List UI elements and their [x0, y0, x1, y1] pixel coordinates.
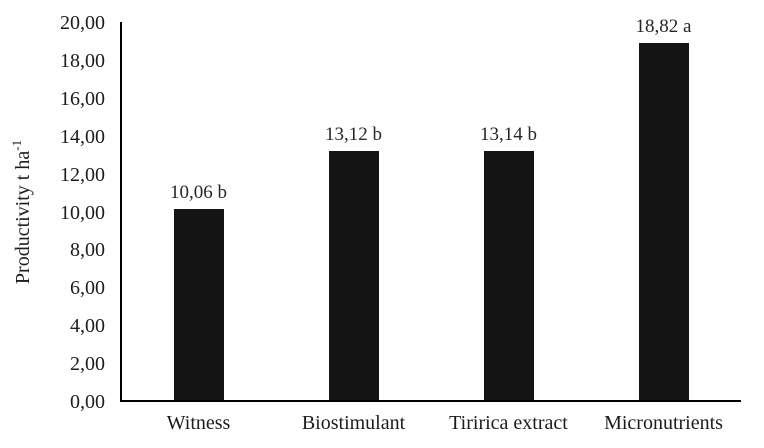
- x-category-label: Biostimulant: [301, 412, 406, 434]
- y-tick-label: 4,00: [70, 315, 105, 338]
- y-tick-label: 14,00: [60, 125, 105, 148]
- y-axis-line: [120, 22, 122, 402]
- x-category-label: Tiririca extract: [449, 412, 568, 434]
- y-tick-label: 10,00: [60, 201, 105, 224]
- y-tick-label: 18,00: [60, 49, 105, 72]
- y-tick-label: 12,00: [60, 163, 105, 186]
- y-tick-label: 0,00: [70, 391, 105, 413]
- y-tick-label: 16,00: [60, 87, 105, 110]
- bar-value-label: 18,82 a: [635, 16, 692, 38]
- x-category-label: Micronutrients: [604, 412, 723, 434]
- bar-biostimulant: [328, 151, 379, 400]
- x-category-label: Witness: [166, 412, 231, 434]
- bar-tiririca-extract: [483, 150, 534, 400]
- y-tick-label: 6,00: [70, 277, 105, 300]
- bar-witness: [173, 209, 224, 400]
- y-tick-label: 2,00: [70, 353, 105, 376]
- x-axis-line: [120, 400, 741, 402]
- y-tick-label: 8,00: [70, 239, 105, 262]
- bar-value-label: 13,14 b: [480, 123, 537, 145]
- bar-value-label: 10,06 b: [170, 182, 227, 204]
- bar-value-label: 13,12 b: [325, 124, 382, 146]
- y-tick-label: 20,00: [60, 12, 105, 34]
- bar-micronutrients: [638, 43, 689, 400]
